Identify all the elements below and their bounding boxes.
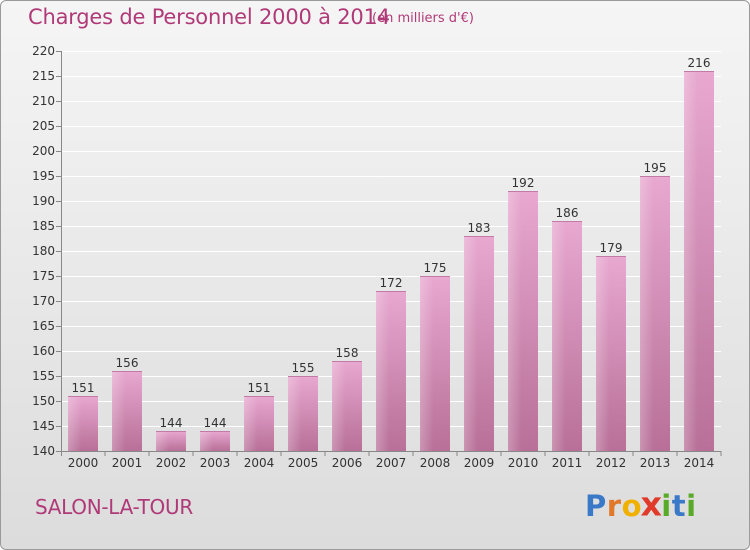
data-label: 155 [292, 361, 315, 375]
data-label: 144 [160, 416, 183, 430]
axis-layer: 1401451501551601651701751801851901952002… [32, 44, 722, 470]
proxiti-logo[interactable]: Proxiti [585, 484, 697, 523]
logo-letter: i [661, 489, 672, 523]
logo-letter: r [606, 489, 622, 523]
y-tick-label: 190 [32, 194, 55, 208]
x-tick-label: 2004 [244, 456, 275, 470]
city-name: SALON-LA-TOUR [35, 495, 193, 519]
data-label: 156 [116, 356, 139, 370]
data-label: 195 [644, 161, 667, 175]
y-tick-label: 180 [32, 244, 55, 258]
chart-subtitle: (en milliers d'€) [372, 11, 474, 26]
y-tick-label: 145 [32, 419, 55, 433]
x-tick-label: 2002 [156, 456, 187, 470]
bar-highlight [376, 291, 390, 451]
x-tick-label: 2008 [420, 456, 451, 470]
y-tick-label: 160 [32, 344, 55, 358]
bar-highlight [156, 431, 170, 451]
data-label: 172 [380, 276, 403, 290]
data-label: 175 [424, 261, 447, 275]
data-label: 216 [688, 56, 711, 70]
x-tick-label: 2006 [332, 456, 363, 470]
labels-layer: 151 156 144 144 151 155 158 172 175 183 192 186 179 1… [72, 56, 711, 430]
data-label: 186 [556, 206, 579, 220]
bar-highlight [464, 236, 478, 451]
bar-highlight [332, 361, 346, 451]
logo-letter: o [621, 489, 643, 523]
y-tick-label: 215 [32, 69, 55, 83]
data-label: 179 [600, 241, 623, 255]
x-tick-label: 2000 [68, 456, 99, 470]
x-tick-label: 2003 [200, 456, 231, 470]
data-label: 183 [468, 221, 491, 235]
y-tick-label: 140 [32, 444, 55, 458]
y-tick-label: 210 [32, 94, 55, 108]
x-tick-label: 2011 [552, 456, 583, 470]
bar-highlight [244, 396, 258, 451]
x-tick-label: 2010 [508, 456, 539, 470]
x-tick-label: 2012 [596, 456, 627, 470]
bar-highlight [684, 71, 698, 451]
chart-title: Charges de Personnel 2000 à 2014 [28, 5, 390, 29]
y-tick-label: 185 [32, 219, 55, 233]
bar-highlight [552, 221, 566, 451]
x-tick-label: 2009 [464, 456, 495, 470]
y-tick-label: 165 [32, 319, 55, 333]
data-label: 192 [512, 176, 535, 190]
x-tick-label: 2001 [112, 456, 143, 470]
bar-highlight [640, 176, 654, 451]
bars-layer [68, 71, 714, 451]
y-tick-label: 170 [32, 294, 55, 308]
x-tick-label: 2005 [288, 456, 319, 470]
data-label: 158 [336, 346, 359, 360]
logo-letter: x [640, 484, 663, 524]
bar-highlight [508, 191, 522, 451]
x-tick-label: 2014 [684, 456, 715, 470]
y-tick-label: 205 [32, 119, 55, 133]
y-tick-label: 150 [32, 394, 55, 408]
x-tick-label: 2013 [640, 456, 671, 470]
bar-highlight [200, 431, 214, 451]
y-tick-label: 175 [32, 269, 55, 283]
data-label: 151 [248, 381, 271, 395]
y-tick-label: 155 [32, 369, 55, 383]
bar-highlight [420, 276, 434, 451]
logo-letter: P [585, 489, 607, 523]
bar-highlight [288, 376, 302, 451]
y-tick-label: 195 [32, 169, 55, 183]
bar-highlight [596, 256, 610, 451]
y-tick-label: 220 [32, 44, 55, 58]
y-tick-label: 200 [32, 144, 55, 158]
logo-letter: i [686, 489, 697, 523]
bar-highlight [68, 396, 82, 451]
data-label: 151 [72, 381, 95, 395]
data-label: 144 [204, 416, 227, 430]
logo-letter: t [671, 489, 687, 523]
x-tick-label: 2007 [376, 456, 407, 470]
bar-highlight [112, 371, 126, 451]
